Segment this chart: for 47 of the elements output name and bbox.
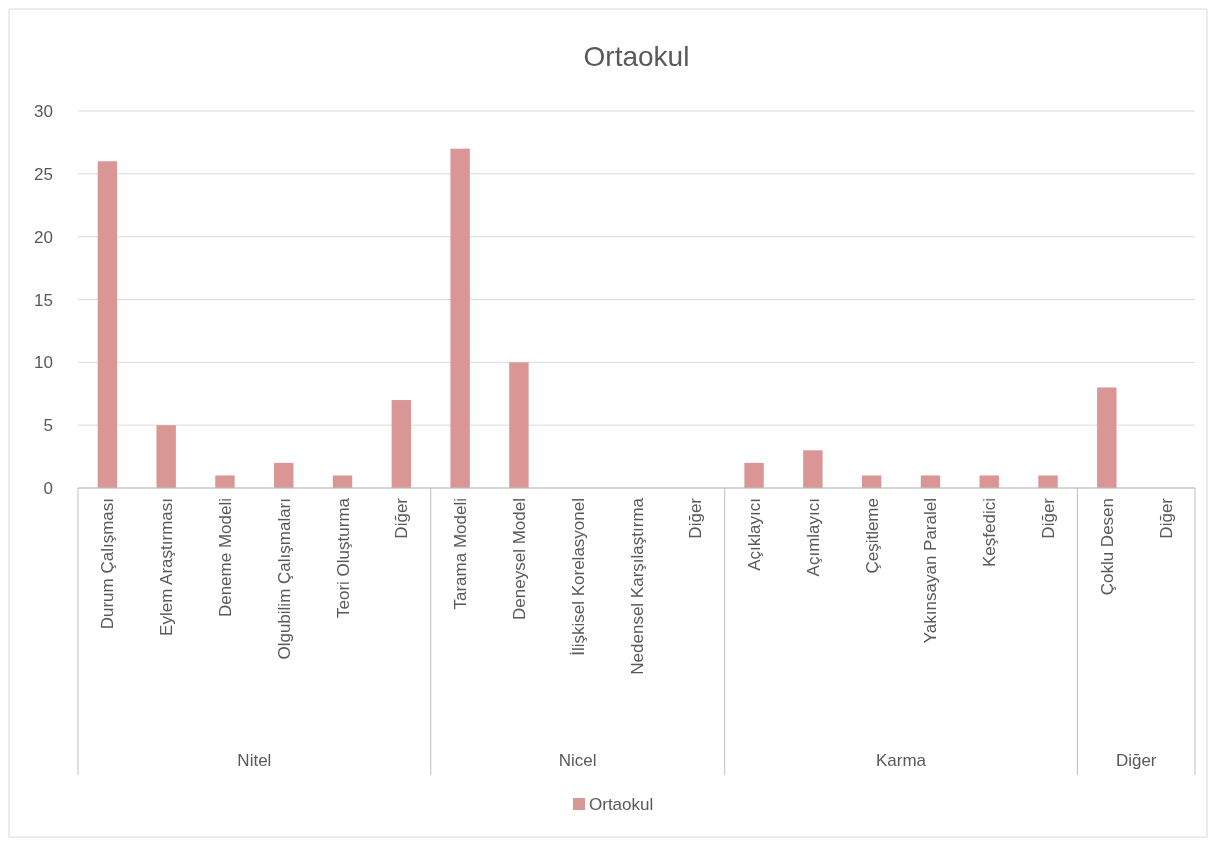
bar [1038,475,1058,488]
bar [1097,387,1117,488]
x-tick-label: Durum Çalışması [98,498,118,630]
bar [97,161,118,488]
x-tick-label: Olgubilim Çalışmaları [274,498,294,660]
text: Diğer [1115,751,1157,770]
x-tick-label: Keşfedici [980,498,1000,567]
x-tick-label: Deneysel Model [509,498,529,620]
x-tick-label: Diğer [686,497,706,539]
legend-label: Ortaokul [589,795,654,814]
bar [450,148,470,488]
x-tick-label: Diğer [1156,497,1176,539]
text: Nicel [558,751,597,770]
x-tick-label: Çeşitleme [862,498,882,574]
bar [920,475,941,488]
y-tick-label: 15 [34,290,53,310]
bar [274,462,294,488]
x-tick-label: Diğer [392,497,412,539]
x-tick-label: Tarama Modeli [451,498,471,610]
x-tick-label: Nedensel Karşılaştırma [627,497,647,675]
bar [509,362,529,488]
x-tick-label: Çoklu Desen [1097,498,1117,596]
y-tick-label: 30 [34,102,53,121]
text: Karma [876,751,927,770]
bar [332,475,353,488]
x-tick-label: Eylem Araştırması [157,498,177,636]
y-tick-label: 20 [34,227,53,247]
chart-title: Ortaokul [583,41,690,72]
x-tick-label: Yakınsayan Paralel [921,498,941,644]
x-tick-label: Diğer [1039,497,1059,539]
bar [744,462,764,488]
y-tick-label: 5 [43,416,53,436]
bar [803,450,823,488]
y-tick-label: 25 [34,164,53,184]
bar [215,475,235,488]
bar [391,400,412,488]
x-tick-label: Açımlayıcı [803,498,823,577]
y-tick-label: 0 [43,479,53,498]
x-tick-label: Teori Oluşturma [333,497,353,618]
x-tick-label: Açıklayıcı [745,498,765,571]
y-tick-label: 10 [34,353,53,373]
bar [861,475,882,488]
text: Nitel [237,751,272,770]
bar [156,425,176,488]
bar [979,475,999,488]
x-tick-label: İlişkisel Korelasyonel [568,498,588,656]
x-tick-label: Deneme Modeli [215,498,235,618]
